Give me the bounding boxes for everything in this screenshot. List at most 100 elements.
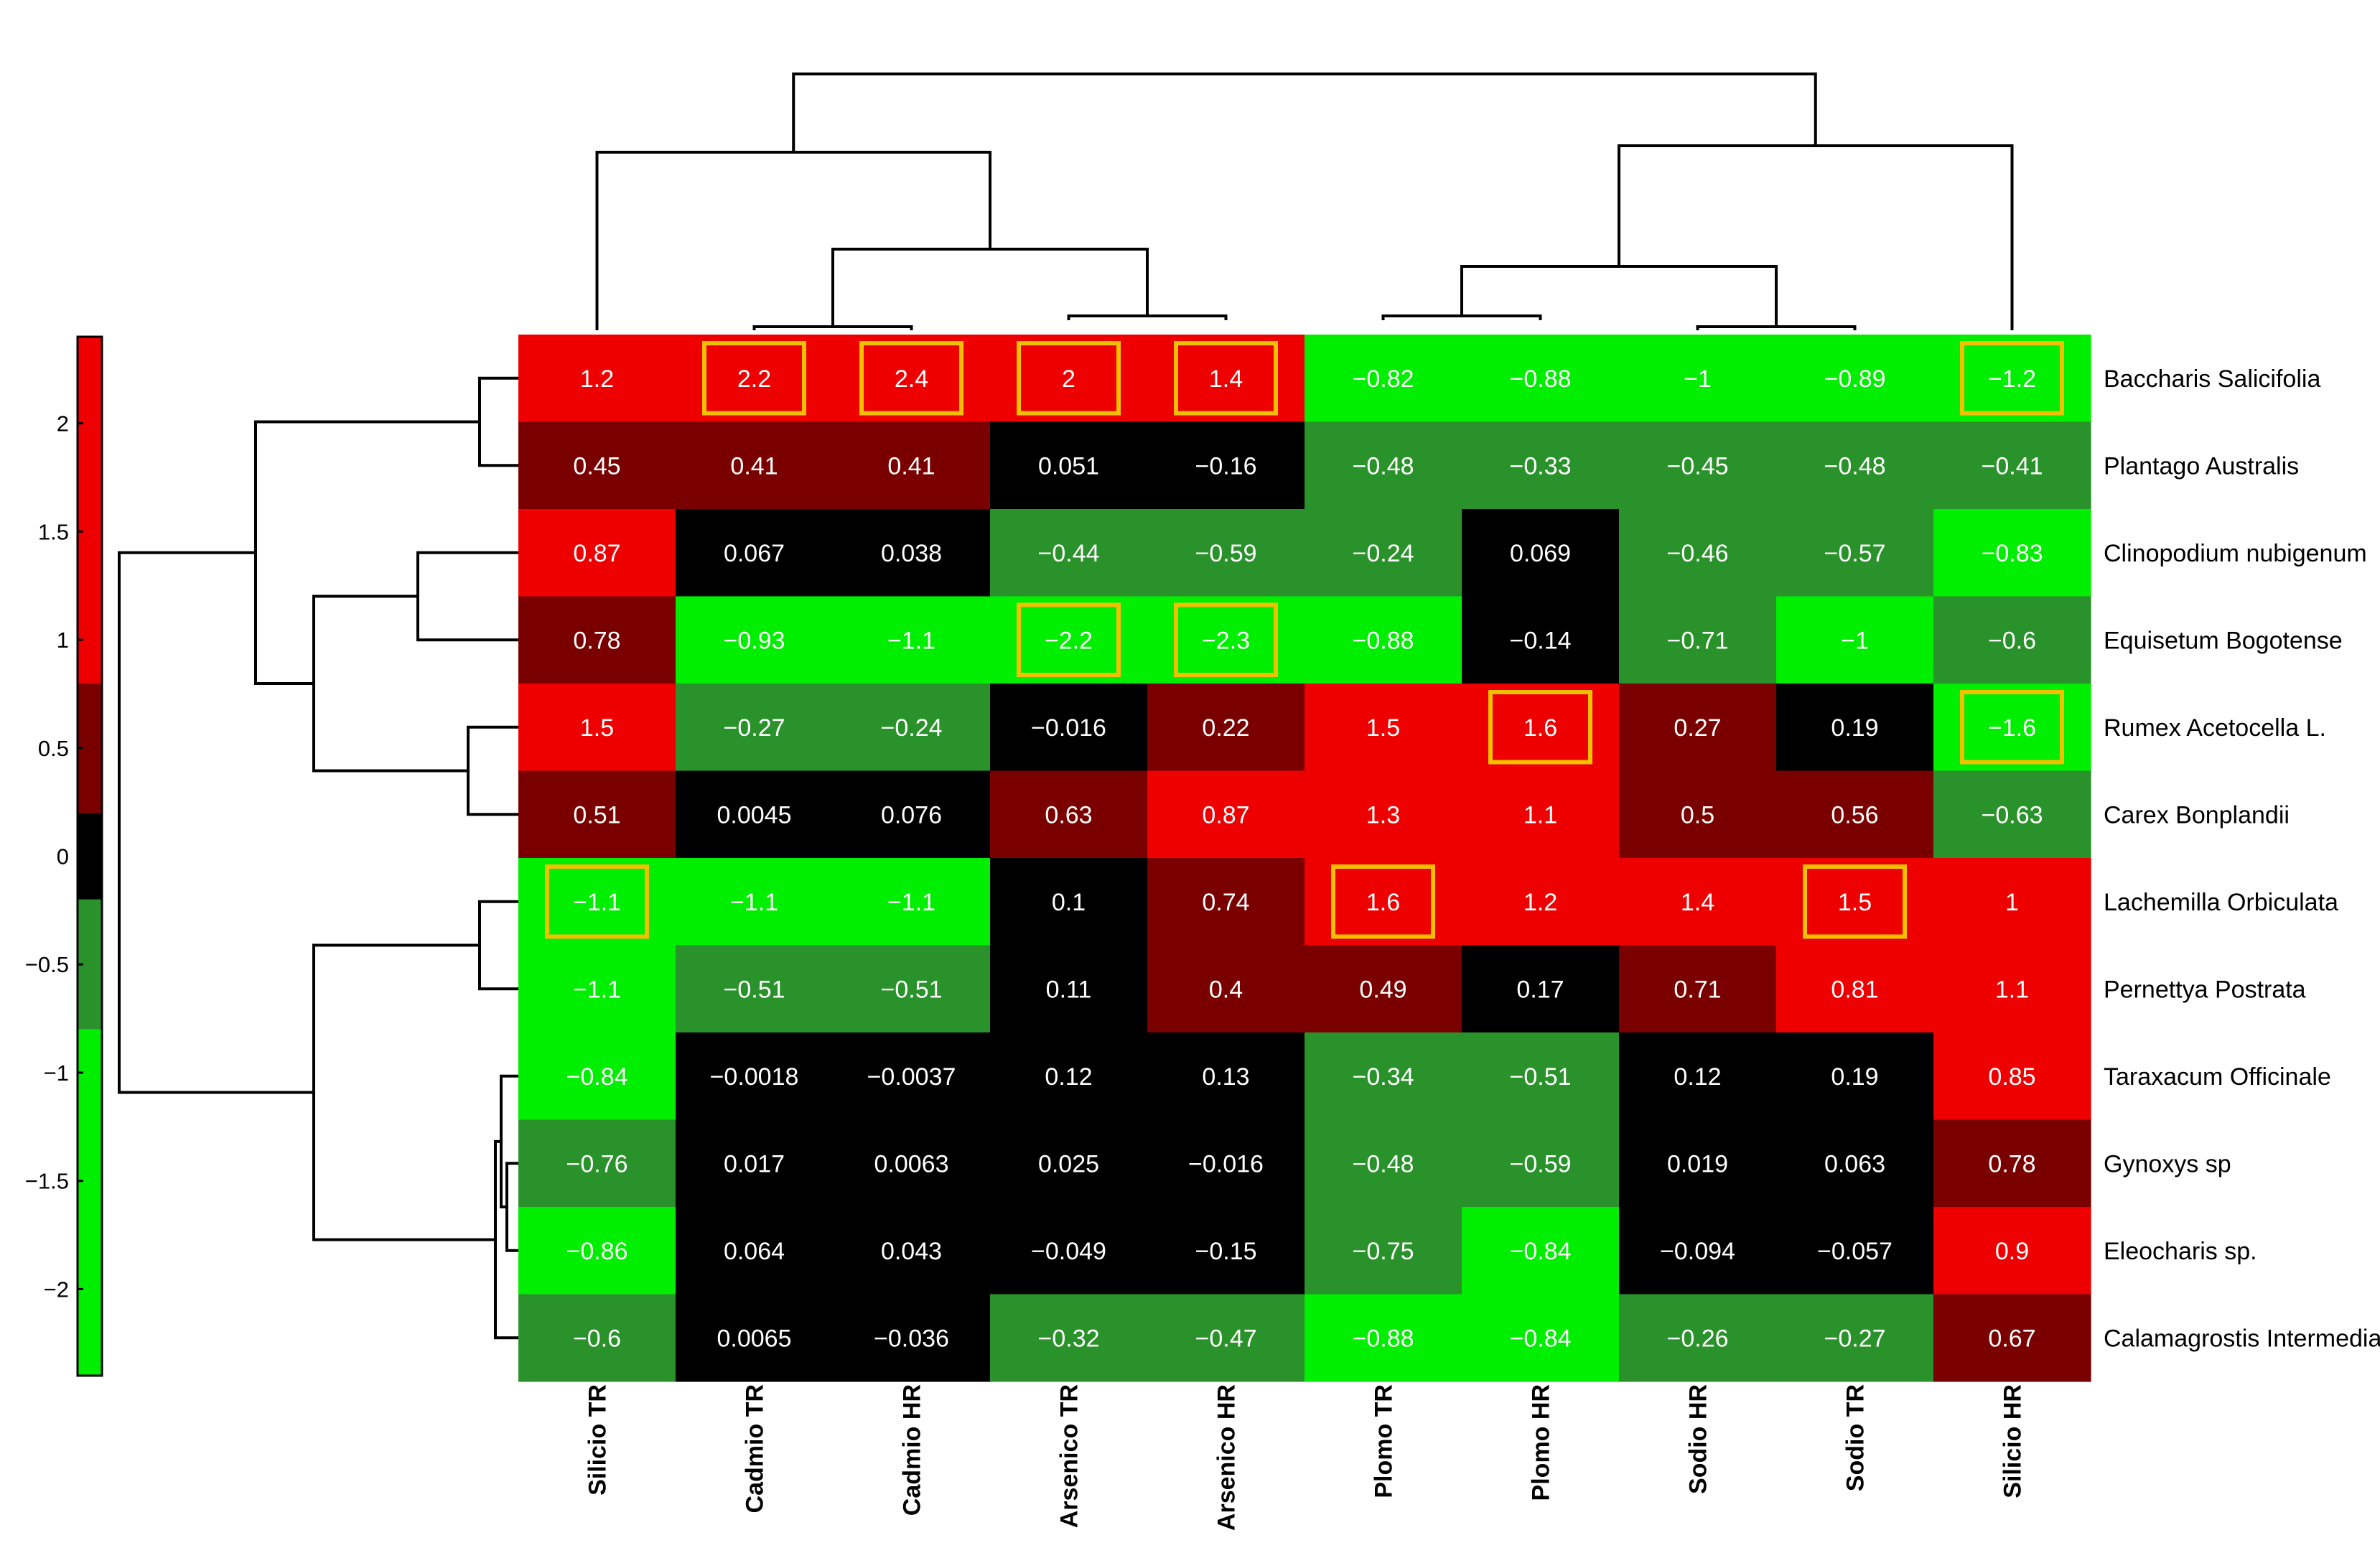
- heatmap-cell: [990, 858, 1148, 946]
- heatmap-cell: [676, 509, 834, 597]
- heatmap-cell: [518, 945, 676, 1033]
- cell-value-label: −0.0018: [710, 1063, 799, 1091]
- heatmap-cell: [1462, 1294, 1620, 1382]
- heatmap-cell: [1776, 335, 1934, 423]
- cell-value-label: 1.2: [1523, 889, 1557, 916]
- heatmap-cell: [1462, 421, 1620, 510]
- heatmap-cell: [1776, 1294, 1934, 1382]
- cell-value-label: 0.74: [1202, 889, 1249, 916]
- heatmap-cells: 1.2 2.2 2.4 2 1.4 −0.82 −0.88 −1 −0.89 −1.2 0.45 0.…: [518, 335, 2091, 1382]
- cell-value-label: 1.6: [1366, 889, 1400, 916]
- cell-value-label: 0.1: [1052, 889, 1086, 916]
- heatmap-cell: [1147, 1032, 1305, 1121]
- heatmap-cell: [676, 335, 834, 423]
- cell-value-label: −0.88: [1509, 365, 1571, 393]
- heatmap-cell: [518, 1294, 676, 1382]
- cell-value-label: −0.15: [1195, 1238, 1256, 1265]
- cell-value-label: −1.6: [1988, 714, 2036, 742]
- highlight-box: [1803, 864, 1907, 939]
- colorbar-segment: [78, 337, 102, 684]
- heatmap-cell: [990, 684, 1148, 772]
- cell-value-label: −1: [1684, 365, 1712, 393]
- heatmap-cell: [833, 335, 991, 423]
- cell-value-label: −0.86: [566, 1238, 627, 1265]
- heatmap-cell: [1619, 770, 1777, 859]
- cell-value-label: 0.41: [887, 452, 935, 480]
- row-dendrogram-link: [118, 551, 314, 1094]
- heatmap-cell: [518, 596, 676, 684]
- heatmap-cell: [1619, 1032, 1777, 1121]
- cell-value-label: −1.2: [1988, 365, 2036, 393]
- heatmap-cell: [1305, 770, 1462, 859]
- heatmap-cell: [1462, 858, 1620, 946]
- cell-value-label: −1: [1841, 627, 1869, 654]
- heatmap-cell: [1147, 335, 1305, 423]
- cell-value-label: −0.24: [1352, 540, 1414, 567]
- cell-value-label: 0.064: [724, 1238, 785, 1265]
- cell-value-label: 0.85: [1988, 1063, 2035, 1091]
- cell-value-label: −0.44: [1037, 540, 1099, 567]
- heatmap-cell: [833, 1032, 991, 1121]
- heatmap-cell: [1619, 1294, 1777, 1382]
- heatmap-cell: [833, 684, 991, 772]
- heatmap-cell: [833, 1119, 991, 1208]
- heatmap-cell: [676, 1119, 834, 1208]
- cell-value-label: −0.47: [1195, 1325, 1256, 1352]
- heatmap-cell: [990, 770, 1148, 859]
- cell-value-label: −0.34: [1352, 1063, 1414, 1091]
- cell-value-label: 0.41: [730, 452, 778, 480]
- cell-value-label: 0.043: [881, 1238, 942, 1265]
- column-label: Sodio HR: [1685, 1384, 1712, 1494]
- cell-value-label: −0.71: [1666, 627, 1728, 654]
- heatmap-cell: [1933, 1119, 2091, 1208]
- column-labels: Silicio TR Cadmio TR Cadmio HR Arsenico TR A…: [584, 1384, 2027, 1531]
- cell-value-label: −0.51: [880, 976, 942, 1003]
- highlight-box: [1331, 864, 1435, 939]
- cell-value-label: 1.3: [1366, 801, 1400, 829]
- heatmap-cell: [1147, 1294, 1305, 1382]
- cell-value-label: −0.27: [1824, 1325, 1885, 1352]
- heatmap-cell: [1933, 770, 2091, 859]
- heatmap-cell: [990, 1119, 1148, 1208]
- heatmap-cell: [518, 335, 676, 423]
- highlight-box: [1488, 690, 1592, 765]
- cell-value-label: 0.051: [1038, 452, 1099, 480]
- cell-value-label: −0.46: [1666, 540, 1728, 567]
- heatmap-cell: [1305, 596, 1462, 684]
- heatmap-cell: [676, 1207, 834, 1295]
- highlight-boxes: [545, 341, 2064, 939]
- cell-value-label: −0.33: [1509, 452, 1571, 480]
- heatmap-cell: [1619, 596, 1777, 684]
- cell-value-label: 1.1: [1995, 976, 2029, 1003]
- cell-value-label: −1.1: [573, 976, 621, 1003]
- heatmap-cell: [1619, 1207, 1777, 1295]
- heatmap-cell: [1462, 1207, 1620, 1295]
- heatmap-cell: [1305, 1294, 1462, 1382]
- heatmap-cell: [833, 945, 991, 1033]
- heatmap-cell: [1147, 945, 1305, 1033]
- row-labels: Baccharis Salicifolia Plantago Australis C…: [2104, 365, 2380, 1353]
- cell-value-label: 0.51: [573, 801, 620, 829]
- cell-value-label: 1.2: [580, 365, 614, 393]
- cell-value-label: 0.71: [1674, 976, 1721, 1003]
- cell-value-label: −0.32: [1037, 1325, 1099, 1352]
- cell-value-label: 0.9: [1995, 1238, 2029, 1265]
- cell-value-label: 0.78: [1988, 1150, 2035, 1177]
- cell-value-label: −0.84: [1509, 1325, 1571, 1352]
- cell-value-label: 0.87: [573, 540, 620, 567]
- heatmap-cell: [990, 1032, 1148, 1121]
- heatmap-cell: [1776, 509, 1934, 597]
- cell-value-label: −0.88: [1352, 1325, 1414, 1352]
- heatmap-cell: [1933, 1207, 2091, 1295]
- heatmap-cell: [676, 684, 834, 772]
- cell-value-label: −0.45: [1666, 452, 1728, 480]
- heatmap-cell: [1619, 335, 1777, 423]
- heatmap-cell: [1776, 1119, 1934, 1208]
- cell-value-label: −0.14: [1509, 627, 1571, 654]
- cell-value-label: −2.2: [1045, 627, 1093, 654]
- cell-value-label: 2.2: [737, 365, 771, 393]
- heatmap-cell: [1147, 770, 1305, 859]
- cell-value-label: −0.036: [874, 1325, 949, 1352]
- cell-value-label: 0.56: [1831, 801, 1878, 829]
